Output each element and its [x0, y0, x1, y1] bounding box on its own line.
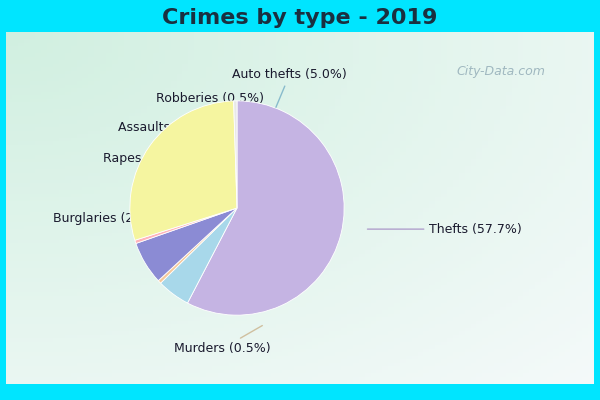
Wedge shape	[135, 208, 237, 244]
Wedge shape	[188, 101, 344, 315]
Wedge shape	[233, 101, 237, 208]
Wedge shape	[161, 208, 237, 303]
Text: Murders (0.5%): Murders (0.5%)	[173, 326, 270, 355]
Text: Burglaries (29.4%): Burglaries (29.4%)	[53, 208, 170, 225]
Text: Rapes (0.5%): Rapes (0.5%)	[103, 152, 188, 169]
Wedge shape	[136, 208, 237, 281]
Wedge shape	[158, 208, 237, 283]
Wedge shape	[130, 101, 237, 240]
Text: Thefts (57.7%): Thefts (57.7%)	[367, 223, 522, 236]
Text: Robberies (0.5%): Robberies (0.5%)	[156, 92, 264, 125]
Text: Auto thefts (5.0%): Auto thefts (5.0%)	[232, 68, 347, 110]
Text: City-Data.com: City-Data.com	[456, 66, 545, 78]
Text: Crimes by type - 2019: Crimes by type - 2019	[163, 8, 437, 28]
Text: Assaults (6.5%): Assaults (6.5%)	[118, 120, 215, 147]
